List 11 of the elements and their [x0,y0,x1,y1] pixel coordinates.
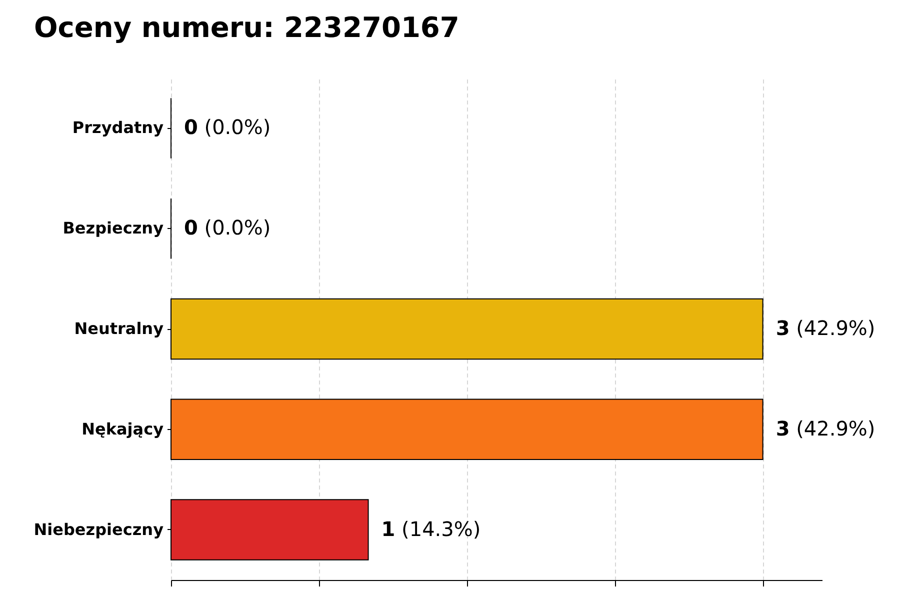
y-tick-label: Przydatny [72,118,164,138]
y-tick-label: Neutralny [74,319,164,338]
data-label: 1 (14.3%) [381,516,481,541]
data-label: 3 (42.9%) [776,416,876,440]
y-tick-label: Niebezpieczny [34,520,164,539]
data-label: 3 (42.9%) [776,316,876,340]
y-tick-label: Nękający [82,419,164,438]
data-label: 0 (0.0%) [184,115,271,140]
y-tick-label: Bezpieczny [62,218,164,238]
data-label: 0 (0.0%) [184,216,271,240]
chart-title: Oceny numeru: 223270167 [34,11,460,44]
